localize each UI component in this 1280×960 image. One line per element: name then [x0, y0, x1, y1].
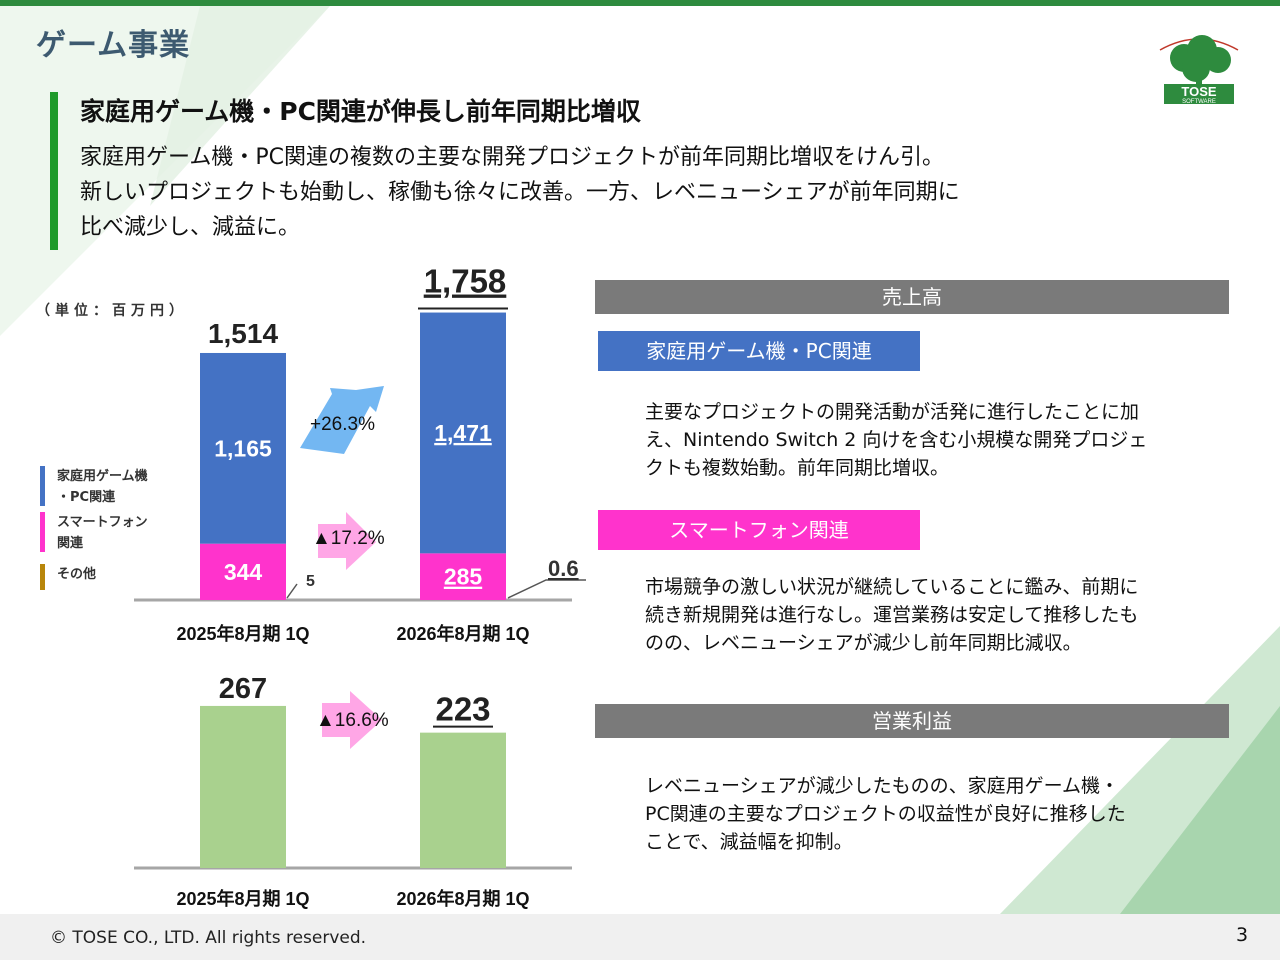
profit-description: レベニューシェアが減少したものの、家庭用ゲーム機・ PC関連の主要なプロジェクト… [645, 772, 1225, 856]
legend-item-smartphone: スマートフォン 関連 [40, 512, 148, 554]
footer-bar [0, 914, 1280, 960]
description-line: 市場競争の激しい状況が継続していることに鑑み、前期に [645, 576, 1139, 598]
bar-smartphone [420, 553, 506, 600]
legend-label: ・PC関連 [57, 490, 116, 505]
category-label: 2026年8月期 1Q [396, 623, 529, 644]
data-label-smartphone: 344 [224, 559, 263, 585]
legend-label: 家庭用ゲーム機 [57, 469, 148, 484]
lead-paragraph: 家庭用ゲーム機・PC関連の複数の主要な開発プロジェクトが前年同期比増収をけん引。… [80, 140, 1180, 245]
description-line: のの、レベニューシェアが減少し前年同期比減収。 [645, 632, 1082, 654]
description-line: 続き新規開発は進行なし。運営業務は安定して推移したも [645, 604, 1139, 626]
lead-line: 家庭用ゲーム機・PC関連の複数の主要な開発プロジェクトが前年同期比増収をけん引。 [80, 145, 944, 170]
data-label-other: 5 [306, 573, 315, 590]
description-line: ことで、減益幅を抑制。 [645, 831, 853, 853]
legend-swatch [40, 466, 45, 506]
category-label: 2025年8月期 1Q [176, 888, 309, 909]
page-number: 3 [1236, 924, 1249, 946]
headline-accent-bar [50, 92, 58, 250]
bar-operating-profit [420, 732, 506, 868]
data-label-profit: 223 [435, 691, 490, 728]
growth-arrow-icon [300, 386, 384, 454]
headline: 家庭用ゲーム機・PC関連が伸長し前年同期比増収 [80, 97, 641, 126]
lead-line: 新しいプロジェクトも始動し、稼働も徐々に改善。一方、レベニューシェアが前年同期に [80, 180, 960, 205]
data-label-smartphone: 285 [444, 564, 483, 590]
console-tag: 家庭用ゲーム機・PC関連 [598, 331, 920, 371]
decline-arrow-icon [318, 512, 376, 570]
smartphone-description: 市場競争の激しい状況が継続していることに鑑み、前期に 続き新規開発は進行なし。運… [645, 573, 1225, 657]
svg-text:SOFTWARE: SOFTWARE [1182, 99, 1216, 105]
legend-item-other: その他 [40, 564, 96, 590]
data-label-console: 1,471 [434, 420, 492, 446]
console-description: 主要なプロジェクトの開発活動が活発に進行したことに加 え、Nintendo Sw… [645, 398, 1225, 482]
legend-label: その他 [57, 567, 97, 582]
sales-panel-header: 売上高 [595, 280, 1229, 314]
background-decoration [0, 6, 1280, 914]
decline-arrow-icon [322, 691, 382, 749]
description-line: PC関連の主要なプロジェクトの収益性が良好に推移した [645, 803, 1126, 825]
change-label-profit: ▲16.6% [316, 710, 389, 731]
legend-label: 関連 [57, 536, 84, 551]
category-label: 2025年8月期 1Q [176, 623, 309, 644]
smartphone-tag: スマートフォン関連 [598, 510, 920, 550]
tose-logo: TOSE SOFTWARE [1159, 35, 1239, 105]
data-label-other: 0.6 [548, 556, 579, 581]
bar-console [420, 312, 506, 554]
callout-line-other [507, 579, 586, 599]
data-label-profit: 267 [219, 673, 267, 705]
charts: 1,165 344 1,514 2025年8月期 1Q 1,471 285 1,758 202… [134, 263, 586, 909]
legend-swatch [40, 512, 45, 552]
description-line: レベニューシェアが減少したものの、家庭用ゲーム機・ [645, 775, 1120, 797]
total-label: 1,514 [208, 318, 278, 349]
bar-smartphone [200, 543, 286, 600]
lead-line: 比べ減少し、減益に。 [80, 215, 301, 240]
unit-label: （単位：百万円） [36, 303, 188, 319]
copyright: © TOSE CO., LTD. All rights reserved. [50, 928, 367, 948]
top-accent-line [0, 0, 1280, 6]
change-label-smartphone: ▲17.2% [312, 528, 385, 549]
data-label-console: 1,165 [214, 435, 272, 461]
bar-operating-profit [200, 705, 286, 868]
legend-swatch [40, 564, 45, 590]
legend-item-console: 家庭用ゲーム機 ・PC関連 [40, 466, 148, 508]
description-line: 主要なプロジェクトの開発活動が活発に進行したことに加 [645, 401, 1140, 423]
category-label: 2026年8月期 1Q [396, 888, 529, 909]
description-line: クトも複数始動。前年同期比増収。 [645, 457, 950, 479]
bar-console [200, 352, 286, 544]
callout-line-other [286, 583, 298, 599]
change-label-console: +26.3% [310, 414, 375, 435]
svg-text:TOSE: TOSE [1181, 84, 1216, 99]
description-line: え、Nintendo Switch 2 向けを含む小規模な開発プロジェ [645, 429, 1148, 451]
total-label: 1,758 [424, 263, 507, 300]
section-title: ゲーム事業 [36, 28, 191, 63]
legend-label: スマートフォン [57, 515, 148, 530]
profit-panel-header: 営業利益 [595, 704, 1229, 738]
